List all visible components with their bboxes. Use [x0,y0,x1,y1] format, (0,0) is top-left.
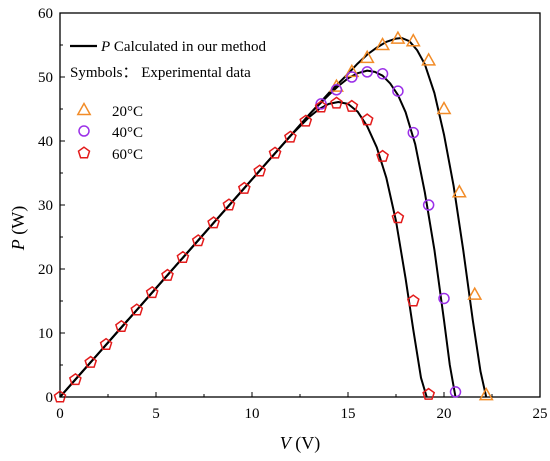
data-point-40c [330,84,343,96]
data-point-20c [467,286,483,300]
data-point-20c [359,49,375,64]
data-point-40c [315,98,327,110]
data-point-60c [161,268,174,281]
data-point-20c [421,52,437,66]
legend-label-60c: 60°C [112,147,143,163]
data-point-20c [344,63,360,78]
y-tick-label: 30 [38,198,53,214]
data-point-60c [360,113,374,126]
x-tick-label: 0 [56,406,64,422]
legend-markers [76,101,92,159]
data-point-40c [376,68,389,80]
data-point-40c [346,71,358,83]
data-point-60c [222,198,236,211]
data-point-60c [99,337,113,350]
data-point-20c [375,36,391,51]
legend-line-text: Calculated in our method [110,39,266,55]
data-point-60c [376,149,389,162]
data-point-60c [207,216,220,229]
legend: P Calculated in our method Symbols： Expe… [70,39,266,163]
data-point-60c [84,355,98,368]
data-point-60c [176,250,190,263]
x-axis-unit: (V) [291,433,321,454]
y-axis-unit: (W) [8,206,29,239]
data-point-60c [299,114,313,127]
x-axis-title: V (V) [280,433,321,454]
y-tick-label: 60 [38,6,53,22]
data-point-60c [191,234,205,247]
legend-marker-20c [76,101,92,116]
data-point-20c [451,184,467,198]
data-point-40c [407,126,420,139]
data-point-60c [53,390,67,403]
data-point-40c [422,199,435,211]
y-tick-label: 10 [38,326,53,342]
data-point-60c [345,99,359,112]
calculated-curve-60c [59,101,428,398]
axis-ticks: 0 5 10 15 20 25 0 10 20 30 40 50 60 [38,6,548,422]
data-point-60c [68,372,82,386]
data-point-60c [268,146,282,159]
calculated-curves [59,37,488,398]
y-tick-label: 40 [38,134,53,150]
data-point-60c [253,164,267,177]
experimental-markers [53,30,494,403]
legend-marker-60c [77,146,91,159]
legend-symbols-title: Symbols： Experimental data [70,65,251,81]
y-axis-title: P (W) [8,206,29,251]
data-point-60c [406,294,420,307]
x-tick-label: 25 [533,406,548,422]
legend-line-symbol: P [100,39,110,55]
data-point-40c [449,386,462,398]
y-axis-symbol: P [8,239,28,251]
data-point-60c [330,96,343,109]
legend-label-20c: 20°C [112,104,143,120]
y-tick-label: 50 [38,70,53,86]
data-point-60c [237,181,251,194]
legend-label-40c: 40°C [112,125,143,141]
legend-line-label: P Calculated in our method [100,39,266,55]
data-point-60c [130,303,144,316]
data-point-20c [405,33,421,47]
y-tick-label: 20 [38,262,53,278]
y-tick-label: 0 [46,390,54,406]
data-point-60c [145,285,159,299]
calculated-curve-20c [59,37,488,398]
data-point-40c [361,66,373,78]
x-axis-symbol: V [280,433,293,453]
data-point-60c [422,387,436,400]
x-tick-label: 5 [152,406,160,422]
data-point-60c [314,100,328,113]
x-tick-label: 20 [437,406,452,422]
data-point-20c [478,387,494,401]
data-point-20c [436,100,452,115]
data-point-60c [391,211,405,224]
data-point-40c [438,292,450,305]
x-tick-label: 15 [341,406,356,422]
data-point-60c [115,319,128,333]
legend-marker-40c [78,125,90,137]
x-tick-label: 10 [245,406,260,422]
data-point-40c [392,85,404,97]
data-point-60c [284,130,297,143]
data-point-20c [390,30,406,44]
